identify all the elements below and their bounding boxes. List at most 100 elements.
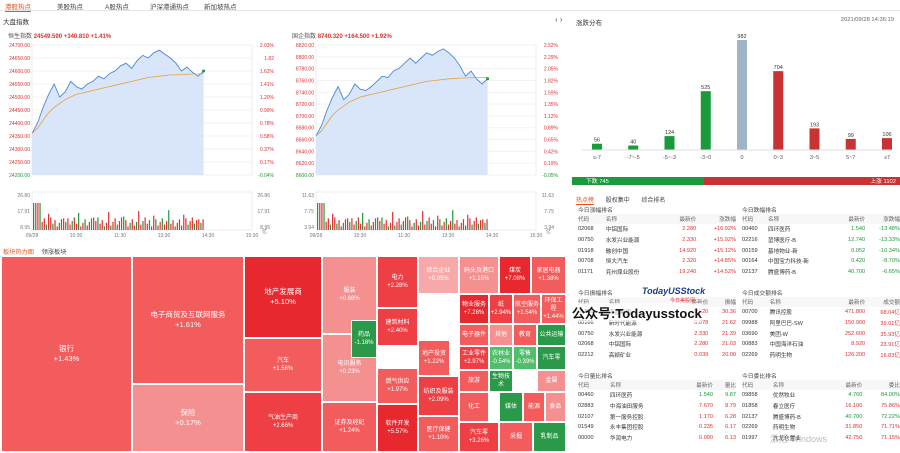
table-row[interactable]: 01549 永丰集团控股 0.235 6.17 <box>578 422 736 433</box>
tab-overall[interactable]: 综合排名 <box>641 198 666 204</box>
table-row[interactable]: 02107 第一服务控股 1.170 6.28 <box>578 411 736 422</box>
sector-tile[interactable]: 电子器件 <box>459 324 489 346</box>
sector-tile[interactable]: 保险 +0.17% <box>132 384 244 452</box>
table-row[interactable]: 03690 美团-W 252.600 35.93亿 <box>742 328 900 339</box>
sector-tile[interactable]: 其他 <box>489 324 513 346</box>
rank-cell: 00159 <box>742 247 758 254</box>
sector-tile[interactable]: 教育 <box>513 324 537 346</box>
tab-hk-hotspot[interactable]: 港股热点 <box>5 1 31 12</box>
table-row[interactable]: 02216 堃博医疗-B 12.740 -13.33% <box>742 235 900 246</box>
sector-tile[interactable]: 金属 <box>537 370 566 392</box>
table-row[interactable]: 01171 兖州煤业股份 19.240 +14.52% <box>578 267 736 278</box>
sector-tile[interactable]: 农林业 -0.54% <box>489 346 513 370</box>
table-row[interactable]: 09988 阿里巴巴-SW 150.900 39.01亿 <box>742 318 900 329</box>
rank-cell: 腾盛博药-B <box>768 270 796 277</box>
hsi-volume-bar <box>75 223 78 230</box>
table-row[interactable]: 00159 基地物业-新 0.052 -10.34% <box>742 245 900 256</box>
table-row[interactable]: 02137 腾盛博药-B 40.700 72.22% <box>742 411 900 422</box>
sector-tile[interactable]: 地产发展商 +5.10% <box>244 256 322 338</box>
table-row[interactable]: 02068 中铝国际 2.280 +16.92% <box>578 224 736 235</box>
table-row[interactable]: 00708 恒大汽车 2.320 +14.85% <box>578 256 736 267</box>
sector-tile[interactable]: 软件开发 +5.57% <box>377 404 418 452</box>
sector-tile[interactable]: 零售 -0.39% <box>513 346 537 370</box>
table-row[interactable]: 02883 中海油田服务 7.670 8.79 <box>578 401 736 412</box>
sector-tile[interactable]: 化工 <box>459 392 489 422</box>
tab-connect-hotspot[interactable]: 沪深港通热点 <box>150 4 189 11</box>
hscei-volume-bar <box>368 219 370 230</box>
sector-tile[interactable]: 汽车 +1.56% <box>244 338 322 392</box>
sector-tile[interactable]: 电力 +2.28% <box>377 256 418 308</box>
sector-tile[interactable]: 物业服务 +7.28% <box>459 294 489 324</box>
sector-tile[interactable]: 食品 <box>545 392 566 422</box>
table-row[interactable]: 02068 中铝国际 2.280 21.03 <box>578 339 736 350</box>
table-row[interactable]: 01918 融创中国 14.920 +15.12% <box>578 245 736 256</box>
sector-tile[interactable]: 工业零件 +2.97% <box>459 346 489 370</box>
sector-tile[interactable]: 综合企业 +0.05% <box>418 256 459 294</box>
sector-tile[interactable]: 乳制品 <box>533 422 566 452</box>
table-row[interactable]: 00000 华润电力 0.000 6.13 <box>578 433 736 444</box>
tab-a-hotspot[interactable]: A股热点 <box>105 4 129 11</box>
table-row[interactable]: 02269 药明生物 126.200 16.83亿 <box>742 350 900 361</box>
sector-tile[interactable]: 码头及港口 +1.15% <box>459 256 499 294</box>
sector-tile[interactable]: 公共运输 <box>537 324 566 346</box>
table-row[interactable]: 02212 高颖矿业 0.039 20.00 <box>578 350 736 361</box>
hscei-chart[interactable]: 8820.00 2.52% 8800.00 2.29% 8780.00 2.05% 8760… <box>284 40 570 240</box>
sector-tile[interactable]: 媒体 <box>499 392 523 422</box>
table-row[interactable]: 00166 新时代能源 0.078 21.62 <box>578 318 736 329</box>
sector-tile[interactable]: 纺织及服装 +2.09% <box>418 376 459 416</box>
table-row[interactable]: 02137 腾盛博药-B 40.700 -6.65% <box>742 267 900 278</box>
hsi-volume-bar <box>71 221 73 230</box>
rank-cell: 00460 <box>578 392 594 399</box>
hsi-y-left-label: 24350.00 <box>9 134 30 140</box>
table-row[interactable]: 00460 四环医药 1.540 9.87 <box>578 390 736 401</box>
tab-us-hotspot[interactable]: 美股热点 <box>57 4 83 11</box>
table-row[interactable]: 00883 中国海洋石油 8.920 23.91亿 <box>742 339 900 350</box>
table-row[interactable]: 09858 优然牧业 4.760 84.00% <box>742 390 900 401</box>
heat-title[interactable]: 板块热力图 <box>3 249 34 256</box>
table-row[interactable]: 02269 药明生物 31.850 71.71% <box>742 422 900 433</box>
table-row[interactable]: 01997 九龙仓置业 42.750 71.15% <box>742 433 900 444</box>
table-row[interactable]: 00750 水发兴业能源 2.330 21.39 <box>578 328 736 339</box>
sector-tile[interactable]: 银行 +1.43% <box>1 256 132 452</box>
sector-tile[interactable]: 采掘 <box>499 422 533 452</box>
rank-cell: 中海油田服务 <box>609 404 644 411</box>
tab-concentration[interactable]: 股权集中 <box>605 198 630 204</box>
hscei-vol-left-label: 11.63 <box>302 193 314 199</box>
tab-hot-list[interactable]: 热点榜 <box>576 198 595 205</box>
sector-tile[interactable]: 医疗保健 +1.10% <box>418 416 459 452</box>
hsi-volume-bar <box>161 218 163 230</box>
heat-tab-leaders[interactable]: 领涨板块 <box>41 249 67 256</box>
hscei-volume-bar <box>469 218 471 230</box>
hsi-chart[interactable]: 24700.00 2.03% 24650.00 1.82 24600.00 1.62% 24… <box>0 40 286 240</box>
rank-cell: 02068 <box>578 226 594 233</box>
sector-tile[interactable]: 能源 <box>523 392 545 422</box>
sector-tile[interactable]: 生物技术 <box>489 370 513 392</box>
rank-cell: 6.17 <box>725 424 736 431</box>
sector-tile[interactable]: 环保工程 +1.44% <box>541 294 566 324</box>
table-row[interactable]: 00700 腾讯控股 471.800 68.04亿 <box>742 307 900 318</box>
sector-tile[interactable]: 汽车零 +3.26% <box>459 422 499 452</box>
sector-tile[interactable]: 纸 +2.94% <box>489 294 513 324</box>
sector-tile[interactable]: 航空服务 +1.54% <box>513 294 541 324</box>
sector-tile[interactable]: 气油生产商 +2.66% <box>244 392 322 452</box>
hscei-y-right-label: 2.52% <box>544 43 559 49</box>
sector-tile[interactable]: 燃气供应 +1.97% <box>377 368 418 404</box>
sector-tile[interactable]: 煤炭 +7.08% <box>499 256 531 294</box>
table-row[interactable]: 00460 四环医药 1.540 -13.48% <box>742 224 900 235</box>
sector-tile[interactable]: 证券及经纪 +1.24% <box>322 402 377 452</box>
sector-tile[interactable]: 汽车零 <box>537 346 566 370</box>
sector-tile[interactable]: 地产投资 +1.22% <box>418 340 450 376</box>
tab-sg-hotspot[interactable]: 新加坡热点 <box>204 4 237 11</box>
sector-tile[interactable]: 家居电器 +1.38% <box>531 256 566 294</box>
table-row[interactable]: 00164 中国宝力科技-新 0.420 -8.70% <box>742 256 900 267</box>
rank-cell: 0.078 <box>694 320 709 327</box>
sector-tile[interactable]: 旅游 <box>459 370 489 392</box>
table-row[interactable]: 00750 水发兴业能源 2.330 +15.92% <box>578 235 736 246</box>
table-row[interactable]: 01858 春立医疗 16.100 75.86% <box>742 401 900 412</box>
prev-next-arrows[interactable]: ‹ › <box>555 15 563 24</box>
sector-tile[interactable]: 建筑材料 +2.40% <box>377 308 418 346</box>
hsi-y-right-label: 1.62% <box>260 69 275 75</box>
sector-tile[interactable]: 电子商贸及互联网服务 +1.61% <box>132 256 244 384</box>
sector-tile[interactable]: 药品 -1.18% <box>351 320 377 358</box>
hscei-volume-bar <box>357 217 359 230</box>
